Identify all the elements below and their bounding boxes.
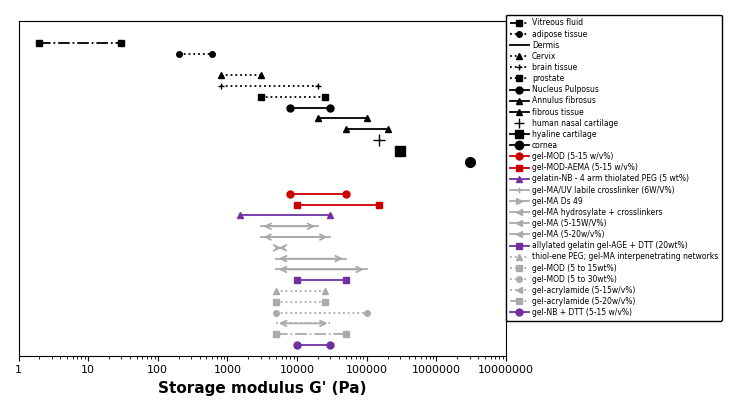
Legend: Vitreous fluid, adipose tissue, Dermis, Cervix, brain tissue, prostate, Nucleus : Vitreous fluid, adipose tissue, Dermis, …: [506, 15, 722, 321]
X-axis label: Storage modulus G' (Pa): Storage modulus G' (Pa): [158, 381, 366, 396]
